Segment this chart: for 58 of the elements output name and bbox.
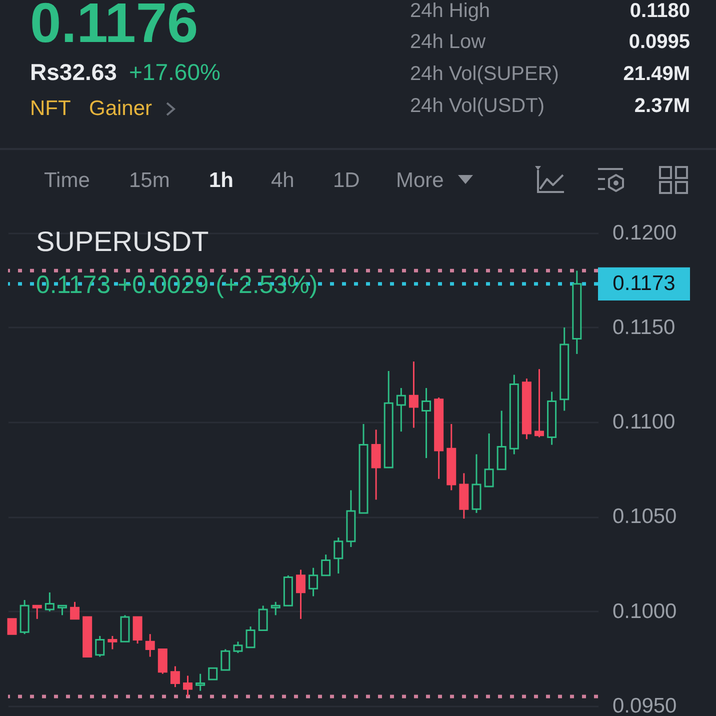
ref-line-label: 0.1173	[612, 272, 676, 295]
text: SUPERUSDT	[36, 226, 209, 257]
candlestick	[158, 648, 168, 675]
text: More	[396, 169, 444, 192]
text: 0.1176	[30, 0, 198, 54]
candlestick	[321, 554, 331, 576]
candlestick	[32, 604, 42, 620]
candlestick	[170, 666, 180, 688]
candlestick	[70, 601, 80, 620]
candlestick	[246, 626, 256, 648]
y-tick-label: 0.0950	[612, 694, 677, 716]
annotation: 0.1173 +0.0029 (+2.53%)	[36, 271, 318, 299]
text: 15m	[129, 169, 170, 192]
candlestick	[132, 616, 142, 644]
candlestick	[308, 567, 318, 597]
text: 4h	[271, 169, 294, 192]
candlestick	[57, 604, 67, 616]
y-tick-label: 0.1200	[612, 221, 677, 244]
candlestick	[145, 633, 155, 658]
candlestick	[95, 635, 105, 658]
candlestick	[408, 360, 418, 429]
text: NFT	[30, 97, 71, 120]
candlestick	[296, 568, 306, 620]
candlestick	[233, 640, 243, 654]
candlestick	[484, 432, 494, 488]
text: 24h Vol(USDT)	[410, 95, 544, 118]
text: 0.0995	[628, 31, 690, 54]
candlestick	[496, 410, 506, 470]
y-tick-label: 0.1000	[612, 600, 677, 623]
text: Gainer	[89, 97, 152, 120]
text: +17.60%	[129, 58, 220, 85]
candlestick	[208, 667, 218, 680]
candlestick	[44, 592, 54, 612]
candlestick	[396, 387, 406, 432]
candlestick	[196, 673, 206, 692]
candlestick	[422, 387, 432, 459]
text: 0.1180	[630, 0, 690, 22]
candlestick	[270, 601, 280, 616]
candlestick	[371, 428, 381, 500]
candlestick	[7, 618, 17, 635]
text: 1D	[333, 169, 360, 192]
text: 24h Low	[410, 31, 486, 54]
candlestick	[258, 604, 268, 632]
candlestick	[108, 635, 118, 650]
text: Rs32.63	[30, 58, 117, 85]
text: 21.49M	[623, 63, 690, 86]
y-tick-label: 0.1150	[612, 316, 676, 339]
text: 24h High	[410, 0, 490, 22]
candlestick	[220, 648, 230, 671]
text: 1h	[209, 169, 234, 192]
y-tick-label: 0.1100	[612, 410, 676, 434]
text: Time	[44, 169, 90, 192]
candlestick	[334, 536, 344, 574]
text: 24h Vol(SUPER)	[410, 63, 559, 86]
candlestick	[534, 368, 544, 438]
candlestick	[183, 674, 193, 698]
text: 2.37M	[634, 95, 690, 118]
y-tick-label: 0.1050	[612, 505, 677, 528]
